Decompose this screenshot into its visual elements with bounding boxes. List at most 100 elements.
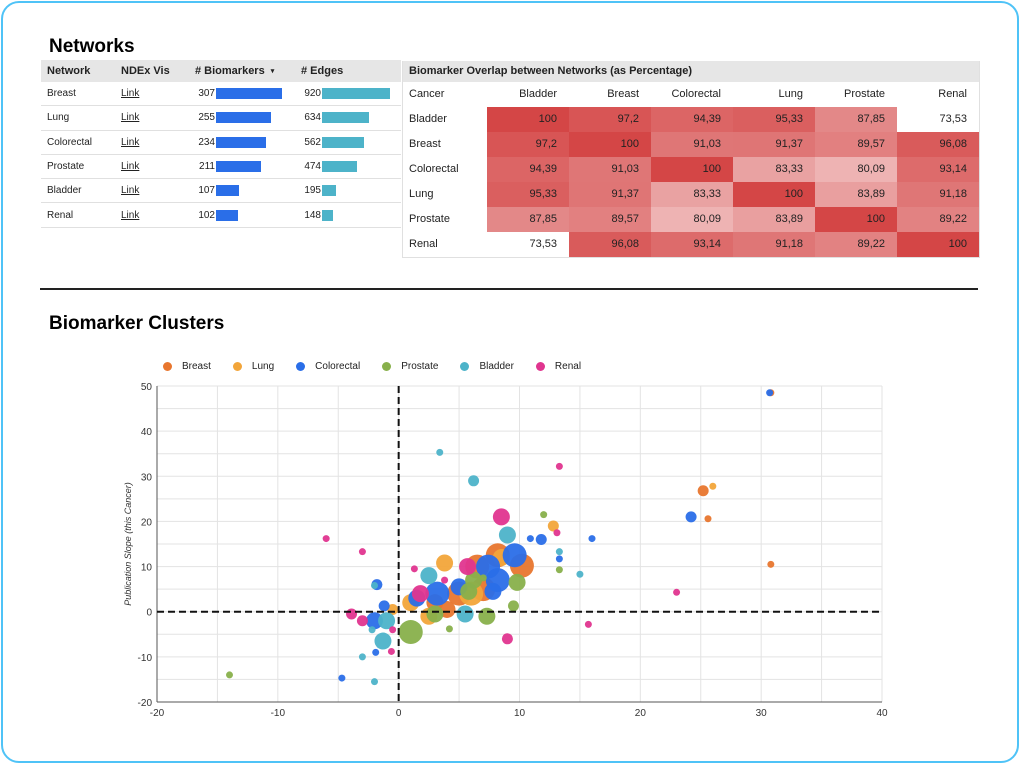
biomarker-count: 307 (198, 88, 215, 100)
overlap-cell: 83,89 (733, 207, 815, 232)
bubble-prostate (226, 671, 233, 679)
ndex-vis-link[interactable]: Link (121, 136, 140, 148)
bubble-prostate (508, 573, 526, 591)
network-name: Prostate (47, 161, 85, 173)
col-network[interactable]: Network (47, 65, 91, 77)
bubble-renal (356, 615, 368, 627)
col-ndex-vis[interactable]: NDEx Vis (121, 65, 170, 77)
network-name: Bladder (47, 185, 82, 197)
bubble-renal (584, 620, 592, 628)
bubble-breast (697, 485, 709, 497)
edge-bar (322, 161, 358, 173)
bubble-colorectal (766, 389, 774, 397)
bubble-prostate (445, 625, 453, 633)
bubble-renal (459, 558, 477, 576)
overlap-row-label: Breast (409, 138, 441, 150)
networks-table: Network NDEx Vis # Biomarkers ▾ # Edges B… (41, 60, 401, 228)
network-row: Colorectal Link 234 562 (41, 131, 401, 155)
networks-title: Networks (49, 36, 135, 57)
overlap-cell: 89,57 (815, 132, 897, 157)
biomarker-count: 211 (199, 161, 215, 173)
bubble-colorectal (555, 555, 563, 563)
bubble-renal (501, 633, 513, 645)
overlap-row: Lung 95,33 91,37 83,33 100 83,89 91,18 (403, 182, 979, 207)
bubble-colorectal (378, 600, 390, 612)
legend-item[interactable]: Colorectal (296, 361, 360, 372)
biomarker-bar (216, 88, 282, 100)
overlap-col-header: Colorectal (671, 88, 721, 100)
ndex-vis-link[interactable]: Link (121, 88, 140, 100)
overlap-col-header: Breast (607, 88, 639, 100)
overlap-cell: 100 (569, 132, 651, 157)
bubble-colorectal (535, 533, 547, 545)
edge-count: 562 (304, 136, 321, 148)
legend-item[interactable]: Breast (163, 361, 211, 372)
legend-marker (163, 362, 172, 371)
overlap-col-header: Prostate (844, 88, 885, 100)
ndex-vis-link[interactable]: Link (121, 209, 140, 221)
y-tick-label: -10 (138, 653, 153, 664)
bubble-bladder (420, 567, 438, 585)
legend-marker (460, 362, 470, 371)
bubble-colorectal (502, 543, 527, 568)
legend-item[interactable]: Lung (232, 361, 275, 372)
overlap-cell: 95,33 (733, 107, 815, 132)
y-tick-label: 10 (141, 563, 153, 574)
x-tick-label: 30 (756, 708, 768, 719)
bubble-renal (492, 508, 510, 526)
overlap-cell: 91,18 (733, 232, 815, 257)
biomarker-count: 234 (198, 136, 215, 148)
ndex-vis-link[interactable]: Link (121, 185, 140, 197)
edge-bar (322, 88, 390, 100)
legend-label: Lung (251, 361, 275, 372)
overlap-corner: Cancer (409, 88, 445, 100)
bubble-colorectal (338, 674, 346, 682)
legend-item[interactable]: Renal (535, 361, 582, 372)
biomarker-bar (216, 112, 271, 124)
bubble-bladder (498, 526, 516, 544)
biomarker-bar (216, 161, 262, 173)
x-tick-label: 20 (635, 708, 647, 719)
legend-item[interactable]: Prostate (382, 361, 438, 372)
edge-bar (322, 112, 369, 124)
biomarker-count: 107 (198, 185, 215, 197)
overlap-cell: 93,14 (651, 232, 733, 257)
legend-label: Renal (554, 361, 582, 372)
legend-marker (232, 362, 242, 371)
y-tick-label: 40 (141, 427, 153, 438)
overlap-cell: 91,03 (569, 157, 651, 182)
overlap-cell: 100 (815, 207, 897, 232)
overlap-row-label: Renal (409, 238, 438, 250)
col-edges[interactable]: # Edges (301, 65, 344, 77)
bubble-bladder (378, 612, 396, 630)
overlap-cell: 89,57 (569, 207, 651, 232)
col-biomarkers[interactable]: # Biomarkers ▾ (189, 65, 295, 77)
bubble-renal (387, 647, 395, 655)
bubble-renal (410, 565, 418, 573)
overlap-row-label: Prostate (409, 213, 450, 225)
bubble-renal (555, 462, 563, 470)
bubble-colorectal (588, 535, 596, 543)
overlap-row: Prostate 87,85 89,57 80,09 83,89 100 89,22 (403, 207, 979, 232)
x-tick-label: 0 (396, 708, 402, 719)
network-name: Lung (47, 112, 70, 124)
overlap-row: Bladder 100 97,2 94,39 95,33 87,85 73,53 (403, 107, 979, 132)
overlap-cell: 94,39 (487, 157, 569, 182)
overlap-header-row: Cancer Bladder Breast Colorectal Lung Prosta… (403, 82, 979, 107)
legend-item[interactable]: Bladder (460, 361, 514, 372)
bubble-bladder (368, 626, 376, 634)
bubble-lung (547, 520, 559, 532)
legend-marker (382, 362, 392, 371)
x-tick-label: -10 (271, 708, 286, 719)
bubble-bladder (358, 653, 366, 661)
overlap-row-label: Lung (409, 188, 434, 200)
overlap-row-label: Bladder (409, 113, 447, 125)
sort-desc-icon[interactable]: ▾ (270, 68, 275, 75)
ndex-vis-link[interactable]: Link (121, 112, 140, 124)
overlap-cell: 83,33 (733, 157, 815, 182)
ndex-vis-link[interactable]: Link (121, 161, 140, 173)
overlap-cell: 100 (487, 107, 569, 132)
bubble-breast (767, 560, 775, 568)
bubble-breast (704, 515, 712, 523)
